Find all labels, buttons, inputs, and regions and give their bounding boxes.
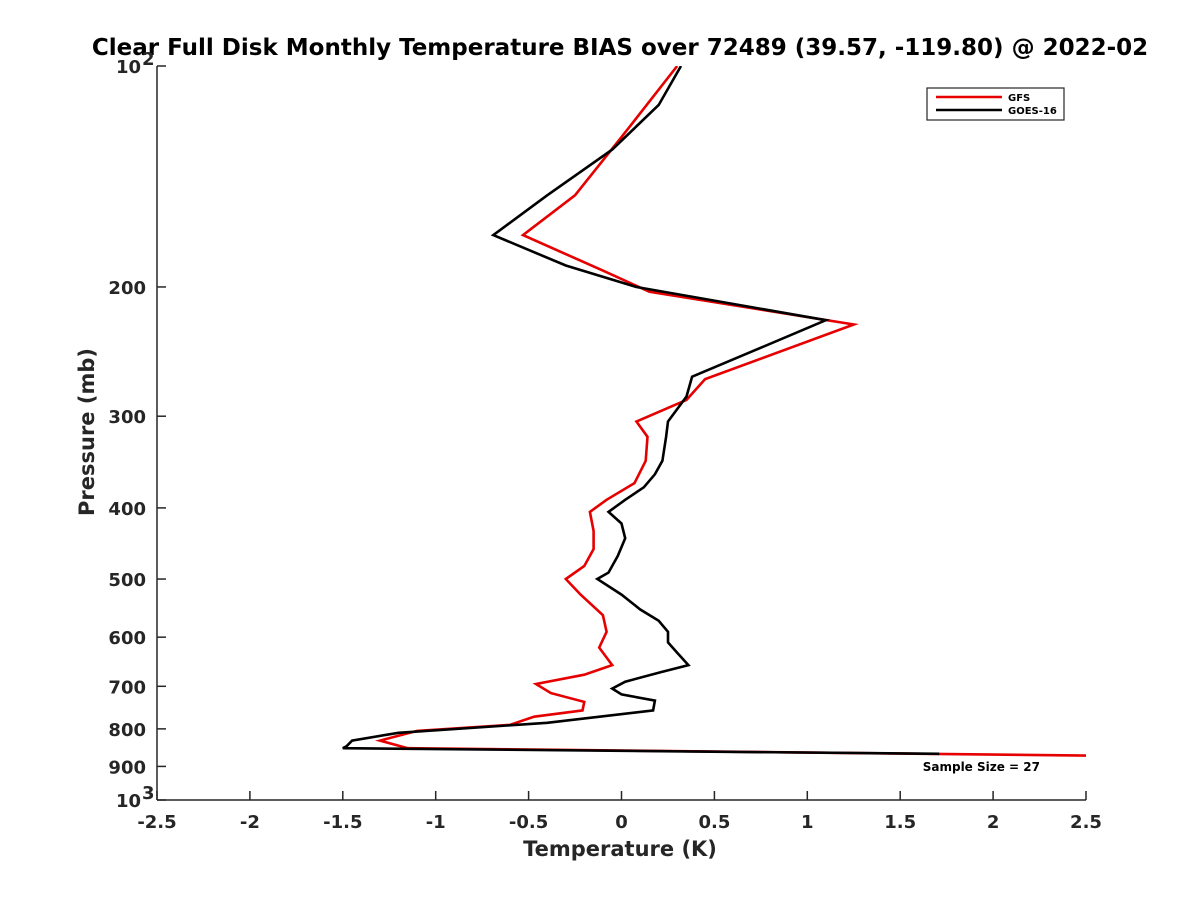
chart-title: Clear Full Disk Monthly Temperature BIAS… <box>92 35 1148 61</box>
x-tick-label: -2.5 <box>137 812 176 833</box>
x-tick-label: 1 <box>801 812 814 833</box>
legend-label: GFS <box>1008 93 1030 104</box>
y-tick-label: 700 <box>108 677 146 698</box>
axes-layer: -2.5 -2 -1.5 -1 -0.5 0 0.5 1 1.5 2 2.510 2200300400… <box>108 49 1102 833</box>
sample-size-annotation: Sample Size = 27 <box>923 760 1040 774</box>
x-tick-label: -1.5 <box>323 812 362 833</box>
series-line-goes-16 <box>342 66 940 756</box>
y-tick-label: 200 <box>108 278 146 299</box>
y-tick-label: 500 <box>108 570 146 591</box>
legend-label: GOES-16 <box>1008 106 1057 117</box>
y-tick-label: 400 <box>108 499 146 520</box>
x-tick-label: 1.5 <box>884 812 916 833</box>
y-tick-label: 600 <box>108 628 146 649</box>
x-tick-label: 2 <box>987 812 1000 833</box>
x-tick-label: -2 <box>240 812 260 833</box>
x-tick-label: 0.5 <box>698 812 730 833</box>
y-tick-label: 900 <box>108 757 146 778</box>
y-tick-label: 10 <box>116 791 141 812</box>
y-tick-exponent: 3 <box>142 783 155 804</box>
x-axis-label: Temperature (K) <box>523 837 717 861</box>
y-tick-label: 800 <box>108 720 146 741</box>
y-tick-exponent: 2 <box>142 49 155 70</box>
series-layer <box>342 66 1086 757</box>
legend-box <box>926 87 1065 121</box>
y-axis-label: Pressure (mb) <box>75 348 99 516</box>
y-tick-label: 10 <box>116 57 141 78</box>
x-tick-label: -1 <box>426 812 446 833</box>
y-tick-label: 300 <box>108 407 146 428</box>
x-tick-label: -0.5 <box>509 812 548 833</box>
x-tick-label: 2.5 <box>1070 812 1102 833</box>
plot-background <box>157 66 1086 800</box>
x-tick-label: 0 <box>615 812 628 833</box>
plot-area <box>157 66 1086 800</box>
legend: GFS GOES-16 <box>926 87 1065 121</box>
